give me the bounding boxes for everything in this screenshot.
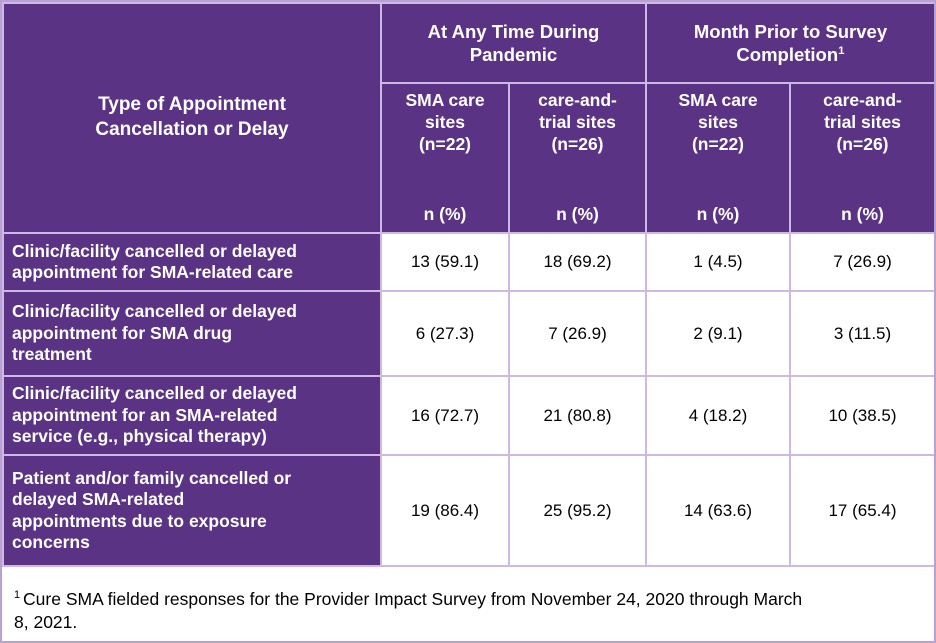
subcol-name: care-and- trial sites (n=26) <box>823 90 902 154</box>
footnote: 1 Cure SMA fielded responses for the Prov… <box>2 567 934 634</box>
value-cell: 25 (95.2) <box>508 454 647 567</box>
subcol-stat-label: n (%) <box>423 204 467 225</box>
subcol-header-sma-care-pandemic: SMA care sites (n=22) n (%) <box>380 82 510 234</box>
table-row-clinic-sma-related-care: Clinic/facility cancelled or delayed app… <box>2 232 934 292</box>
row-label-text: Clinic/facility cancelled or delayed app… <box>12 240 297 282</box>
value-cell: 17 (65.4) <box>789 454 934 567</box>
value-cell: 19 (86.4) <box>380 454 510 567</box>
value-cell: 7 (26.9) <box>789 232 934 292</box>
value-cell: 2 (9.1) <box>645 290 791 377</box>
value-cell: 7 (26.9) <box>508 290 647 377</box>
subcol-header-content: SMA care sites (n=22) n (%) <box>647 84 789 232</box>
subcol-name: care-and- trial sites (n=26) <box>538 90 617 154</box>
subcol-stat-label: n (%) <box>556 204 599 225</box>
corner-header-label: Type of Appointment Cancellation or Dela… <box>95 94 289 140</box>
subcolumn-header-row: SMA care sites (n=22) n (%) care-and- tr… <box>3 82 934 234</box>
subcol-header-sma-care-month-prior: SMA care sites (n=22) n (%) <box>645 82 791 234</box>
value-cell: 14 (63.6) <box>645 454 791 567</box>
subcol-name: SMA care sites (n=22) <box>405 90 485 154</box>
footnote-text: Cure SMA fielded responses for the Provi… <box>14 589 803 633</box>
group-header-month-prior: Month Prior to Survey Completion1 <box>645 2 934 84</box>
subcol-stat-label: n (%) <box>696 204 740 225</box>
row-label: Patient and/or family cancelled or delay… <box>2 454 382 567</box>
value-cell: 13 (59.1) <box>380 232 510 292</box>
value-cell: 16 (72.7) <box>380 375 510 456</box>
subcol-header-content: care-and- trial sites (n=26) n (%) <box>791 84 934 232</box>
table-row-clinic-sma-related-service: Clinic/facility cancelled or delayed app… <box>2 375 934 456</box>
appointment-cancellation-table: Type of Appointment Cancellation or Dela… <box>2 2 934 567</box>
row-label-text: Patient and/or family cancelled or delay… <box>12 467 292 552</box>
row-label: Clinic/facility cancelled or delayed app… <box>2 375 382 456</box>
group-header-row: Type of Appointment Cancellation or Dela… <box>2 2 934 234</box>
subcol-header-content: care-and- trial sites (n=26) n (%) <box>510 84 645 232</box>
subcol-header-care-and-trial-month-prior: care-and- trial sites (n=26) n (%) <box>789 82 934 234</box>
subcol-name: SMA care sites (n=22) <box>678 90 758 154</box>
row-label-text: Clinic/facility cancelled or delayed app… <box>12 301 297 365</box>
group-header-month-prior-label: Month Prior to Survey Completion <box>693 20 888 65</box>
value-cell: 4 (18.2) <box>645 375 791 456</box>
subcol-stat-label: n (%) <box>841 204 884 225</box>
subcol-header-content: SMA care sites (n=22) n (%) <box>382 84 508 232</box>
value-cell: 3 (11.5) <box>789 290 934 377</box>
corner-header: Type of Appointment Cancellation or Dela… <box>2 2 382 234</box>
subcol-header-care-and-trial-pandemic: care-and- trial sites (n=26) n (%) <box>508 82 647 234</box>
value-cell: 18 (69.2) <box>508 232 647 292</box>
group-header-any-time-label: At Any Time During Pandemic <box>427 20 600 65</box>
value-cell: 6 (27.3) <box>380 290 510 377</box>
value-cell: 10 (38.5) <box>789 375 934 456</box>
footnote-sup: 1 <box>14 589 21 602</box>
footnote-marker-icon: 1 <box>838 44 845 57</box>
table-row-patient-family-exposure-concerns: Patient and/or family cancelled or delay… <box>2 454 934 567</box>
row-label-text: Clinic/facility cancelled or delayed app… <box>12 383 297 447</box>
row-label: Clinic/facility cancelled or delayed app… <box>2 290 382 377</box>
value-cell: 21 (80.8) <box>508 375 647 456</box>
value-cell: 1 (4.5) <box>645 232 791 292</box>
group-header-any-time: At Any Time During Pandemic <box>380 2 647 84</box>
table-row-clinic-sma-drug-treatment: Clinic/facility cancelled or delayed app… <box>2 290 934 377</box>
row-label: Clinic/facility cancelled or delayed app… <box>2 232 382 292</box>
